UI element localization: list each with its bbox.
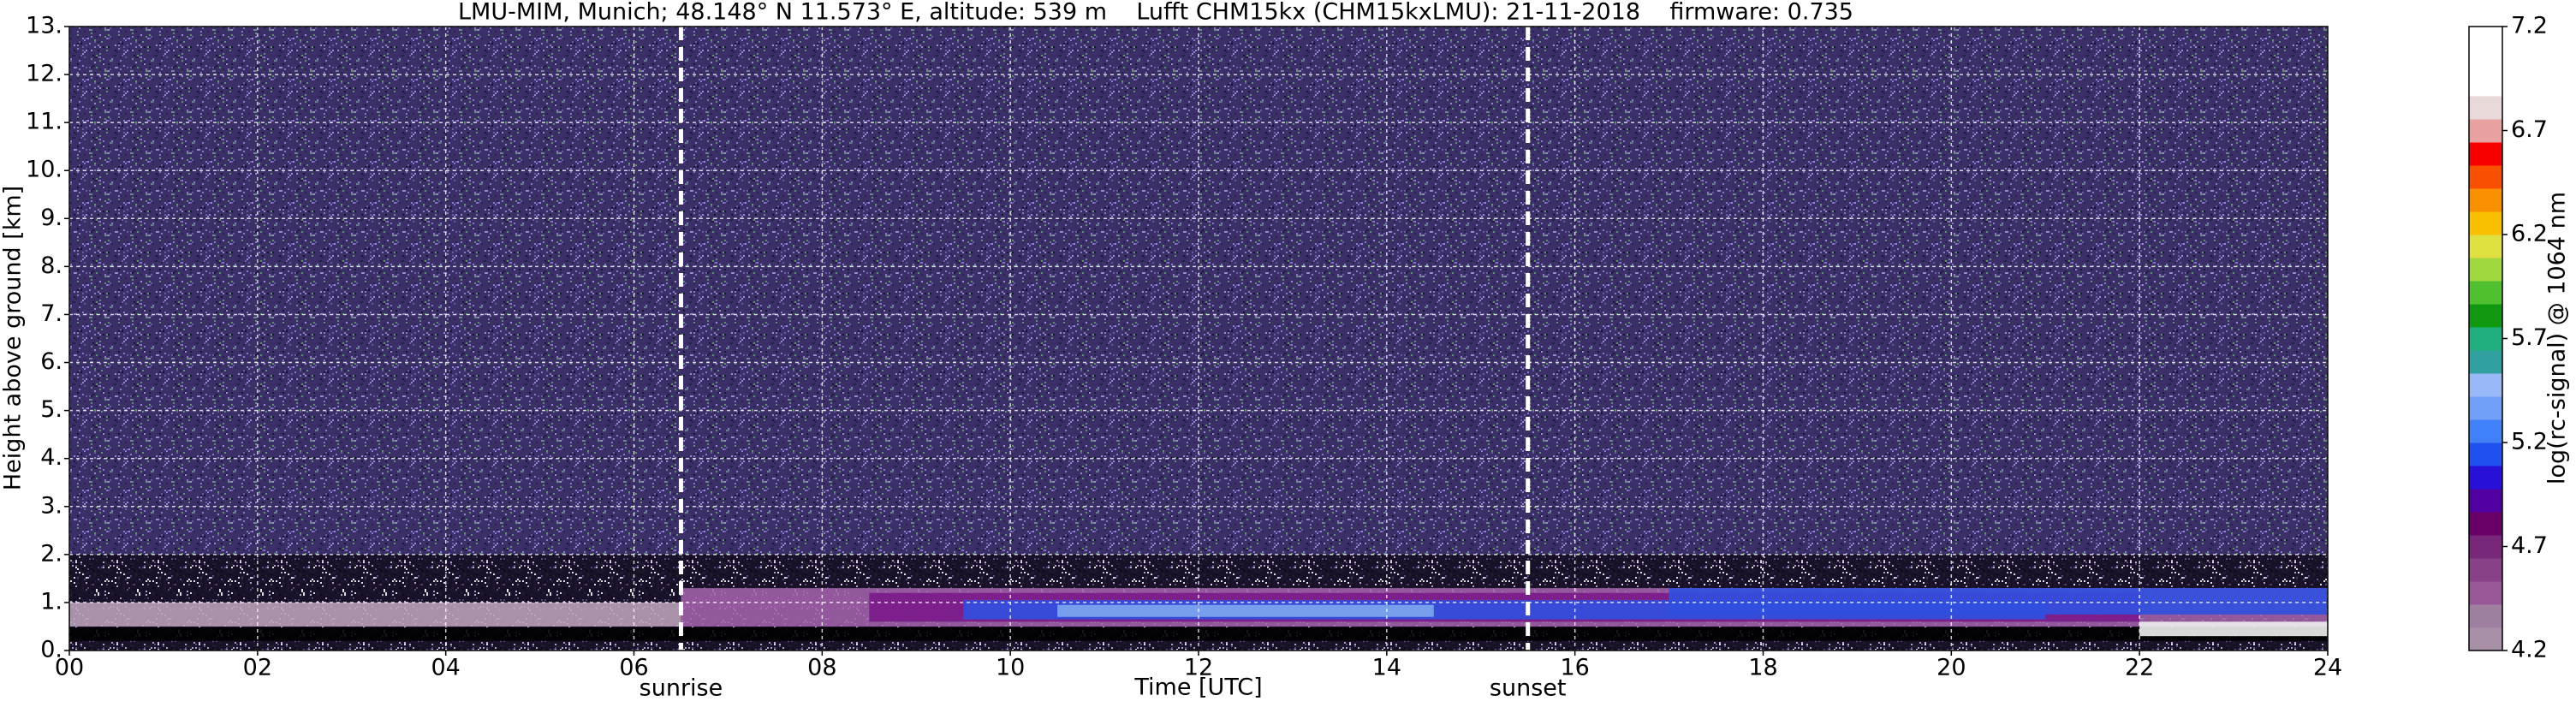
colorbar-label: log(rc-signal) @ 1064 nm: [2544, 192, 2571, 484]
y-tick-label: 0.: [40, 637, 62, 663]
x-axis-label: Time [UTC]: [1133, 674, 1262, 701]
colorbar-segment: [2469, 350, 2502, 374]
x-tick-label: 08: [807, 655, 836, 681]
colorbar-segment: [2469, 119, 2502, 143]
annotation-label: sunrise: [640, 675, 723, 702]
colorbar-tick-label: 4.2: [2511, 637, 2548, 663]
x-tick-label: 06: [619, 655, 648, 681]
y-tick-label: 13.: [26, 13, 62, 39]
colorbar-tick-label: 5.2: [2511, 429, 2548, 455]
colorbar-segment: [2469, 489, 2502, 513]
y-tick-label: 7.: [40, 300, 62, 327]
colorbar-segment: [2469, 142, 2502, 166]
colorbar-tick-label: 4.7: [2511, 532, 2548, 559]
colorbar-segment: [2469, 512, 2502, 536]
signal-layer: [1669, 588, 2328, 615]
annotation-label: sunset: [1490, 675, 1567, 702]
chart-title: LMU-MIM, Munich; 48.148° N 11.573° E, al…: [458, 0, 1853, 26]
colorbar-segment: [2469, 165, 2502, 189]
y-tick-label: 4.: [40, 444, 62, 471]
colorbar-segment: [2469, 327, 2502, 351]
colorbar-segment: [2469, 281, 2502, 305]
colorbar-segment: [2469, 73, 2502, 97]
colorbar-segment: [2469, 558, 2502, 582]
signal-layer: [69, 602, 681, 627]
x-tick-label: 14: [1372, 655, 1401, 681]
plot-frame: [68, 26, 2329, 651]
y-tick-label: 6.: [40, 348, 62, 375]
y-tick-label: 11.: [26, 109, 62, 135]
x-tick-label: 12: [1184, 655, 1213, 681]
y-tick-label: 9.: [40, 205, 62, 231]
y-tick-label: 1.: [40, 588, 62, 615]
colorbar-tick-label: 6.2: [2511, 221, 2548, 247]
colorbar-segment: [2469, 604, 2502, 628]
x-tick-label: 10: [996, 655, 1025, 681]
colorbar-segment: [2469, 396, 2502, 420]
y-tick-label: 3.: [40, 492, 62, 519]
colorbar-segment: [2469, 535, 2502, 559]
colorbar-segment: [2469, 304, 2502, 328]
colorbar-segment: [2469, 235, 2502, 258]
colorbar-segment: [2469, 443, 2502, 466]
x-tick-label: 18: [1748, 655, 1777, 681]
colorbar-tick-label: 6.7: [2511, 116, 2548, 143]
y-tick-label: 10.: [26, 157, 62, 183]
colorbar-segment: [2469, 96, 2502, 120]
x-tick-label: 00: [55, 655, 84, 681]
colorbar-segment: [2469, 627, 2502, 651]
colorbar-segment: [2469, 419, 2502, 443]
y-tick-label: 8.: [40, 253, 62, 279]
y-axis-label: Height above ground [km]: [0, 186, 27, 490]
y-tick-label: 12.: [26, 61, 62, 87]
y-tick-label: 5.: [40, 396, 62, 423]
colorbar-segment: [2469, 258, 2502, 282]
x-tick-label: 24: [2313, 655, 2342, 681]
x-tick-label: 20: [1936, 655, 1966, 681]
x-tick-label: 22: [2125, 655, 2154, 681]
y-tick-label: 2.: [40, 540, 62, 567]
colorbar-segment: [2469, 373, 2502, 397]
signal-layer: [2139, 621, 2328, 637]
signal-layer: [1057, 604, 1434, 617]
colorbar-segment: [2469, 466, 2502, 490]
colorbar-segment: [2469, 27, 2502, 50]
colorbar-segment: [2469, 50, 2502, 74]
colorbar-tick-label: 7.2: [2511, 13, 2548, 39]
colorbar-tick-label: 5.7: [2511, 324, 2548, 351]
x-tick-label: 16: [1560, 655, 1589, 681]
colorbar-segment: [2469, 581, 2502, 605]
x-tick-label: 04: [431, 655, 460, 681]
colorbar-segment: [2469, 211, 2502, 235]
colorbar-segment: [2469, 188, 2502, 212]
x-tick-label: 02: [243, 655, 272, 681]
